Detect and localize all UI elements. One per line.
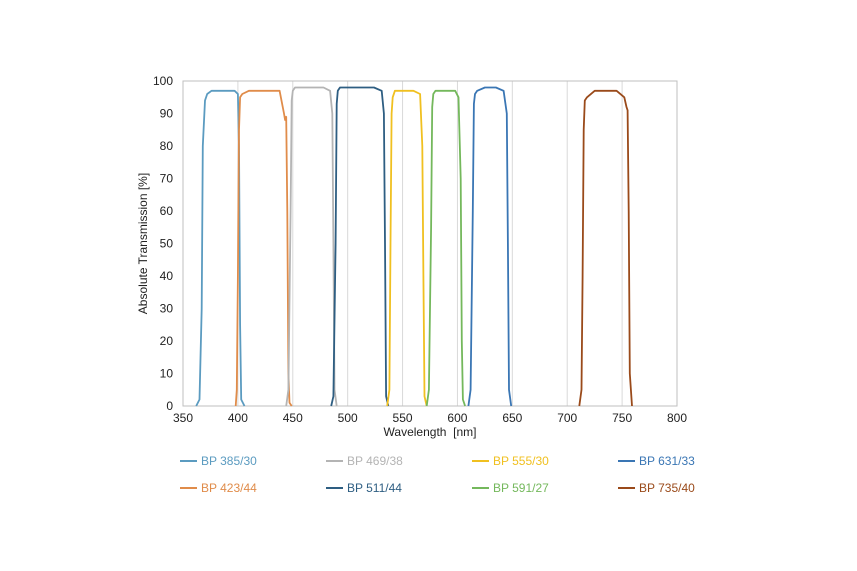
x-tick-label: 450 bbox=[283, 411, 303, 425]
legend-label: BP 469/38 bbox=[347, 454, 403, 468]
x-tick-label: 600 bbox=[447, 411, 467, 425]
series-line bbox=[425, 89, 466, 407]
series-lines bbox=[195, 86, 633, 407]
x-tick-label: 700 bbox=[557, 411, 577, 425]
legend-item: BP 591/27 bbox=[472, 481, 549, 495]
y-tick-label: 40 bbox=[160, 269, 174, 283]
y-tick-label: 50 bbox=[160, 237, 174, 251]
y-tick-label: 100 bbox=[153, 74, 173, 88]
legend-label: BP 555/30 bbox=[493, 454, 549, 468]
y-axis-title: Absolute Transmission [%] bbox=[136, 173, 150, 314]
series-line bbox=[195, 89, 246, 407]
series-line bbox=[285, 86, 338, 407]
legend: BP 385/30 BP 423/44 BP 469/38 BP 511/44 BP 5… bbox=[180, 454, 695, 495]
x-tick-label: 400 bbox=[228, 411, 248, 425]
legend-label: BP 423/44 bbox=[201, 481, 257, 495]
legend-item: BP 469/38 bbox=[326, 454, 403, 468]
legend-label: BP 735/40 bbox=[639, 481, 695, 495]
legend-label: BP 511/44 bbox=[347, 481, 402, 495]
x-tick-label: 750 bbox=[612, 411, 632, 425]
series-line bbox=[386, 89, 428, 407]
series-line bbox=[578, 89, 633, 407]
x-tick-label: 650 bbox=[502, 411, 522, 425]
x-tick-label: 350 bbox=[173, 411, 193, 425]
x-tick-label: 550 bbox=[393, 411, 413, 425]
legend-item: BP 423/44 bbox=[180, 481, 257, 495]
plot-frame bbox=[182, 80, 678, 407]
legend-item: BP 511/44 bbox=[326, 481, 402, 495]
y-tick-label: 0 bbox=[166, 399, 173, 413]
y-tick-labels: 0 10 20 30 40 50 60 70 80 90 100 bbox=[153, 74, 173, 413]
series-line bbox=[330, 86, 390, 407]
legend-item: BP 631/33 bbox=[618, 454, 695, 468]
x-tick-label: 500 bbox=[338, 411, 358, 425]
x-tick-label: 800 bbox=[667, 411, 687, 425]
series-line bbox=[467, 86, 513, 407]
x-axis-title: Wavelength [nm] bbox=[384, 425, 477, 439]
x-tick-labels: 350 400 450 500 550 600 650 700 750 800 bbox=[173, 411, 687, 425]
legend-item: BP 555/30 bbox=[472, 454, 549, 468]
y-tick-label: 60 bbox=[160, 204, 174, 218]
y-tick-label: 30 bbox=[160, 302, 174, 316]
y-tick-label: 80 bbox=[160, 139, 174, 153]
series-line bbox=[234, 89, 293, 407]
y-tick-label: 20 bbox=[160, 334, 174, 348]
y-tick-label: 70 bbox=[160, 172, 174, 186]
legend-item: BP 385/30 bbox=[180, 454, 257, 468]
y-tick-label: 90 bbox=[160, 107, 174, 121]
y-tick-label: 10 bbox=[160, 367, 174, 381]
legend-label: BP 631/33 bbox=[639, 454, 695, 468]
legend-label: BP 385/30 bbox=[201, 454, 257, 468]
legend-item: BP 735/40 bbox=[618, 481, 695, 495]
legend-label: BP 591/27 bbox=[493, 481, 549, 495]
